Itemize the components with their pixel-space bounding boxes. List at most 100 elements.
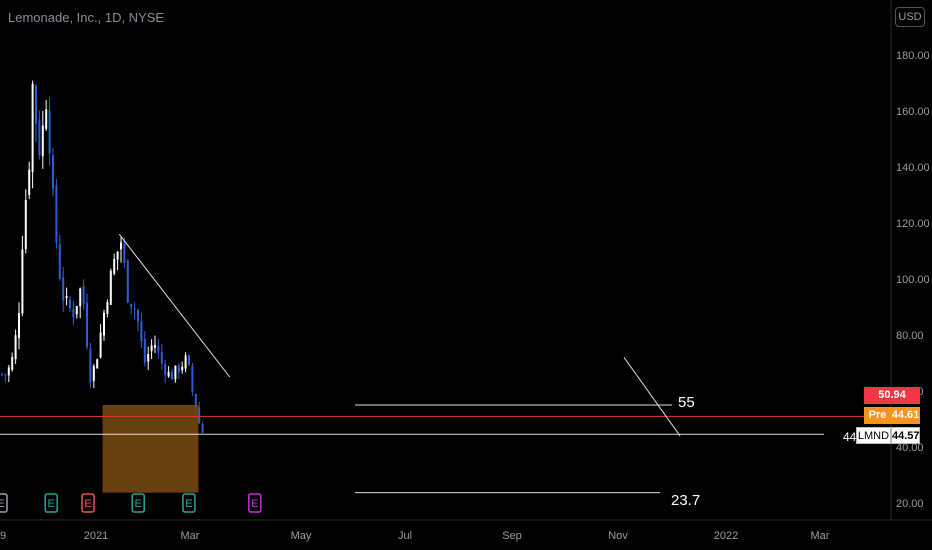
earnings-marker-frame bbox=[131, 493, 145, 513]
candle-body bbox=[109, 270, 112, 305]
level-upper-label: 55 bbox=[678, 394, 695, 411]
candle-body bbox=[167, 371, 170, 377]
time-tick-label: 9 bbox=[0, 530, 6, 542]
candle-body bbox=[160, 351, 163, 364]
candle-body bbox=[1, 373, 3, 375]
candle-body bbox=[62, 277, 65, 301]
candle-body bbox=[188, 354, 190, 365]
symbol-price: 44.57 bbox=[891, 427, 920, 444]
current-price-tag: 50.94 bbox=[864, 387, 920, 404]
symbol-label: LMND bbox=[856, 427, 891, 444]
time-tick-label: Nov bbox=[608, 530, 628, 542]
earnings-marker-icon: E bbox=[44, 493, 58, 513]
candle-body bbox=[41, 125, 44, 157]
candle-body bbox=[198, 407, 201, 424]
candle-body bbox=[201, 424, 204, 433]
candle-body bbox=[86, 302, 88, 348]
candle-body bbox=[150, 345, 153, 352]
earnings-marker-frame bbox=[81, 493, 95, 513]
candle-body bbox=[82, 285, 85, 305]
earnings-marker-label: E bbox=[251, 498, 258, 510]
price-tick-label: 140.00 bbox=[896, 162, 930, 174]
earnings-marker-icon: E bbox=[81, 493, 95, 513]
candle-body bbox=[164, 363, 167, 375]
candle-body bbox=[171, 371, 173, 380]
candle-body bbox=[38, 119, 41, 156]
candle-body bbox=[89, 348, 92, 383]
candle-body bbox=[7, 367, 10, 376]
earnings-marker-frame bbox=[248, 493, 262, 513]
candle-body bbox=[103, 312, 105, 336]
candle-body bbox=[92, 365, 95, 381]
candle-body bbox=[113, 258, 116, 275]
candle-body bbox=[184, 355, 187, 369]
price-tick-label: 120.00 bbox=[896, 218, 930, 230]
premarket-label: Pre bbox=[864, 407, 891, 424]
candle-body bbox=[79, 288, 82, 307]
earnings-marker-label: E bbox=[0, 498, 5, 510]
candle-body bbox=[75, 305, 78, 315]
price-tick-label: 100.00 bbox=[896, 274, 930, 286]
currency-button[interactable]: USD bbox=[895, 7, 925, 27]
candle-body bbox=[55, 185, 58, 243]
candle-body bbox=[4, 374, 7, 376]
price-tick-label: 40.00 bbox=[896, 442, 924, 454]
candle-body bbox=[35, 85, 37, 124]
price-tick-label: 180.00 bbox=[896, 50, 930, 62]
candle-body bbox=[143, 338, 146, 363]
candle-body bbox=[11, 356, 14, 370]
candle-body bbox=[123, 241, 126, 264]
candle-body bbox=[14, 335, 17, 360]
candle-body bbox=[58, 244, 61, 280]
time-tick-label: Sep bbox=[502, 530, 522, 542]
time-tick-label: Mar bbox=[811, 530, 830, 542]
candle-body bbox=[96, 359, 99, 369]
axes: 20.0040.0060.0080.00100.00120.00140.0016… bbox=[0, 50, 930, 542]
candle-body bbox=[72, 308, 75, 318]
time-tick-label: Jul bbox=[398, 530, 412, 542]
price-tick-label: 80.00 bbox=[896, 330, 924, 342]
candle-body bbox=[106, 302, 109, 314]
earnings-marker-icon: E bbox=[131, 493, 145, 513]
premarket-price: 44.61 bbox=[891, 407, 920, 424]
candle-body bbox=[120, 242, 122, 250]
candle-body bbox=[18, 313, 20, 339]
level-lower-label: 23.7 bbox=[671, 492, 700, 509]
candle-body bbox=[140, 321, 143, 342]
earnings-marker-icon: E bbox=[0, 493, 8, 513]
candle-body bbox=[130, 303, 133, 308]
candle-body bbox=[21, 249, 24, 314]
earnings-marker-icon: E bbox=[248, 493, 262, 513]
earnings-marker-label: E bbox=[48, 498, 55, 510]
descending-trendline bbox=[118, 233, 231, 378]
candle-body bbox=[174, 365, 177, 380]
time-tick-label: 2022 bbox=[714, 530, 738, 542]
candle-body bbox=[133, 308, 136, 310]
earnings-marker-frame bbox=[44, 493, 58, 513]
earnings-marker-label: E bbox=[185, 498, 192, 510]
candle-body bbox=[147, 353, 150, 362]
candle-body bbox=[69, 299, 71, 309]
price-tick-label: 160.00 bbox=[896, 106, 930, 118]
drawings: 55 23.7 E E E E E E bbox=[0, 233, 891, 513]
candle-body bbox=[177, 364, 180, 373]
time-tick-label: May bbox=[291, 530, 312, 542]
candle-body bbox=[137, 310, 139, 322]
candle-body bbox=[31, 83, 34, 172]
candle-body bbox=[45, 109, 48, 130]
earnings-marker-label: E bbox=[135, 498, 142, 510]
candle-body bbox=[157, 345, 160, 352]
candle-body bbox=[181, 366, 184, 371]
chart-title: Lemonade, Inc., 1D, NYSE bbox=[8, 10, 165, 25]
cut-level-label: 44 bbox=[843, 430, 857, 444]
candle-body bbox=[154, 344, 156, 348]
time-tick-label: 2021 bbox=[84, 530, 108, 542]
candle-body bbox=[194, 393, 197, 408]
earnings-marker-icon: E bbox=[182, 493, 196, 513]
candlestick-series bbox=[1, 80, 204, 434]
candle-body bbox=[191, 366, 194, 393]
candle-body bbox=[48, 110, 51, 154]
earnings-marker-frame bbox=[182, 493, 196, 513]
short-trendline bbox=[623, 357, 681, 437]
